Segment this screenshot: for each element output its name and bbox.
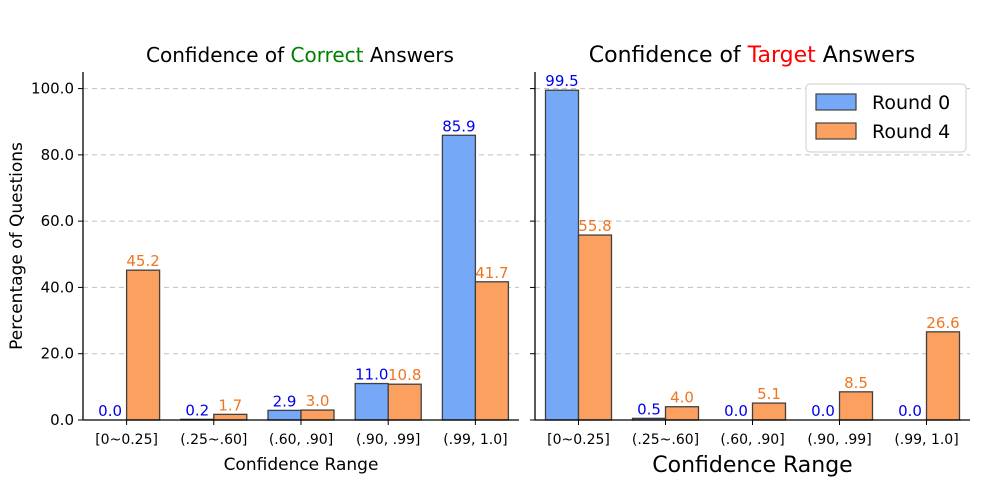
x-axis-label: Confidence Range: [652, 453, 852, 478]
data-label-round0: 11.0: [355, 366, 388, 384]
data-label-round4: 8.5: [844, 374, 868, 392]
x-tick-label: (.25~.60]: [632, 432, 699, 448]
bar-round0: [544, 89, 580, 421]
bar-round0: [441, 134, 477, 421]
chart-title-part: Answers: [816, 43, 915, 68]
bar-round4: [838, 391, 874, 421]
y-axis-label: Percentage of Questions: [7, 142, 27, 350]
y-tick-label: 80.0: [41, 146, 74, 164]
data-label-round0: 0.5: [637, 400, 661, 418]
chart-title: Confidence of Target Answers: [589, 43, 915, 68]
x-tick-label: (.90, .99]: [807, 432, 871, 448]
x-tick-label: (.99, 1.0]: [894, 432, 958, 448]
y-tick-label: 100.0: [31, 80, 74, 98]
chart-title: Confidence of Correct Answers: [146, 43, 454, 67]
x-tick-label: (.99, 1.0]: [443, 432, 507, 448]
y-tick-label: 40.0: [41, 278, 74, 296]
data-label-round0: 85.9: [442, 117, 475, 135]
chart-title-part: Correct: [291, 43, 364, 67]
legend-swatch: [815, 122, 857, 140]
data-label-round0: 0.0: [811, 402, 835, 420]
data-label-round0: 0.0: [98, 402, 122, 420]
data-label-round4: 55.8: [578, 217, 611, 235]
x-tick-label: [0~0.25]: [547, 432, 610, 448]
chart-panel-2: 99.5 55.8 [0~0.25] 0.5 4.0 (.25~.60] 0.0 5.1 (.6…: [530, 43, 970, 478]
chart-title-part: Confidence of: [589, 43, 748, 68]
legend: Round 0 Round 4: [805, 83, 967, 153]
data-label-round4: 26.6: [926, 314, 959, 332]
bar-round4: [300, 409, 335, 421]
data-label-round0: 2.9: [273, 392, 297, 410]
data-label-round4: 41.7: [475, 264, 508, 282]
x-tick-label: (.25~.60]: [180, 432, 247, 448]
data-label-round4: 45.2: [126, 252, 159, 270]
chart-title-part: Answers: [364, 43, 454, 67]
bar-round4: [925, 331, 961, 421]
data-label-round4: 1.7: [218, 396, 242, 414]
data-label-round0: 99.5: [545, 72, 578, 90]
bar-round4: [213, 413, 248, 421]
x-axis-label: Confidence Range: [224, 455, 379, 475]
y-tick-label: 60.0: [41, 212, 74, 230]
x-tick-label: (.60, .90]: [269, 432, 333, 448]
legend-label: Round 0: [872, 92, 950, 114]
x-tick-label: [0~0.25]: [95, 432, 158, 448]
chart-panel-1: 0.0 20.0 40.0 60.0 80.0 100.0 0.0 45.2 [0~0.25] 0…: [7, 43, 519, 475]
legend-label: Round 4: [872, 121, 950, 143]
x-tick-label: (.90, .99]: [356, 432, 420, 448]
data-label-round4: 4.0: [670, 389, 694, 407]
chart-title-part: Confidence of: [146, 43, 290, 67]
chart-title-part: Target: [747, 43, 816, 68]
bar-round4: [751, 402, 787, 421]
data-label-round4: 5.1: [757, 385, 781, 403]
x-tick-label: (.60, .90]: [720, 432, 784, 448]
data-label-round0: 0.0: [724, 402, 748, 420]
bar-round4: [125, 269, 161, 421]
bar-round0: [267, 409, 302, 421]
legend-swatch: [815, 93, 857, 111]
bar-round4: [387, 383, 422, 421]
bar-round4: [577, 234, 613, 421]
y-tick-label: 0.0: [50, 411, 74, 429]
data-label-round0: 0.0: [898, 402, 922, 420]
bar-round4: [664, 406, 700, 421]
data-label-round0: 0.2: [185, 401, 209, 419]
bar-round0: [354, 382, 389, 421]
data-label-round4: 3.0: [306, 392, 330, 410]
y-tick-label: 20.0: [41, 345, 74, 363]
bar-round4: [474, 281, 510, 421]
data-label-round4: 10.8: [388, 366, 421, 384]
